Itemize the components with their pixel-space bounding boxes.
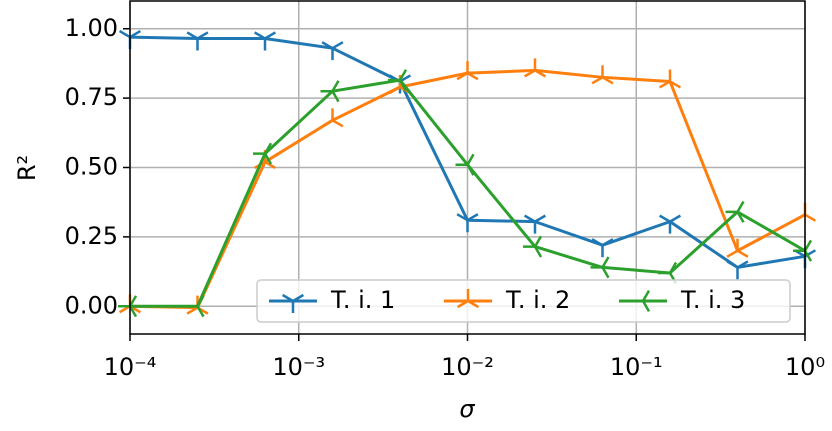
y-axis-label: R² bbox=[13, 155, 41, 181]
marker bbox=[456, 61, 479, 81]
legend-marker bbox=[456, 289, 480, 309]
marker bbox=[321, 41, 344, 61]
marker bbox=[658, 69, 682, 89]
y-tick-label: 0.75 bbox=[65, 83, 118, 111]
y-tick-label: 0.25 bbox=[65, 222, 118, 250]
y-tick-label: 0.00 bbox=[65, 291, 118, 319]
marker bbox=[726, 260, 749, 280]
marker bbox=[523, 58, 547, 78]
legend-marker bbox=[631, 289, 651, 313]
marker bbox=[455, 153, 475, 176]
marker bbox=[320, 80, 340, 103]
legend-label: T. i. 2 bbox=[505, 286, 570, 314]
marker bbox=[185, 295, 205, 318]
marker bbox=[186, 31, 209, 51]
marker bbox=[456, 213, 479, 233]
marker bbox=[253, 31, 277, 51]
marker bbox=[793, 239, 813, 262]
plot-frame bbox=[129, 0, 806, 335]
x-tick-label: 10⁻¹ bbox=[610, 353, 663, 381]
y-tick-label: 1.00 bbox=[65, 14, 118, 42]
legend-label: T. i. 1 bbox=[330, 286, 395, 314]
marker bbox=[591, 238, 614, 258]
marker bbox=[118, 295, 138, 318]
marker bbox=[387, 69, 408, 92]
marker bbox=[726, 238, 749, 258]
marker bbox=[725, 200, 745, 223]
x-tick-label: 10⁻² bbox=[441, 353, 494, 381]
marker bbox=[658, 214, 682, 234]
x-axis-label: σ bbox=[459, 395, 475, 423]
x-tick-label: 10⁻⁴ bbox=[104, 353, 157, 381]
legend-marker bbox=[281, 293, 305, 313]
legend-box bbox=[256, 279, 791, 323]
y-tick-label: 0.50 bbox=[65, 153, 118, 181]
x-tick-label: 10⁰ bbox=[785, 353, 825, 381]
marker bbox=[523, 214, 547, 234]
marker bbox=[253, 142, 273, 165]
marker bbox=[523, 235, 543, 258]
marker bbox=[591, 65, 614, 85]
x-tick-label: 10⁻³ bbox=[272, 353, 325, 381]
marker bbox=[590, 256, 610, 279]
marker bbox=[321, 108, 344, 128]
legend-label: T. i. 3 bbox=[680, 286, 745, 314]
